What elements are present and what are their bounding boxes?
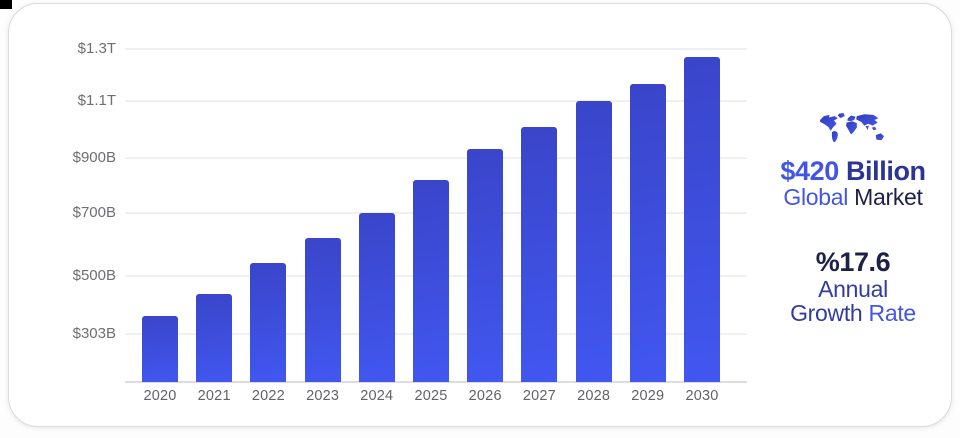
bar-2020	[142, 315, 178, 382]
x-label-2029: 2029	[631, 388, 665, 404]
text-segment: Billion	[845, 156, 926, 186]
bar-2030	[684, 56, 720, 382]
x-label-2026: 2026	[468, 388, 502, 404]
market-size-headline: $420 Billion	[755, 157, 951, 185]
x-label-2023: 2023	[306, 388, 340, 404]
text-segment: Global	[783, 184, 855, 211]
gridline-$1.3T	[125, 48, 747, 50]
spacer	[755, 210, 951, 248]
y-tick-label-$303B: $303B	[72, 325, 116, 342]
x-axis-line	[125, 381, 747, 383]
y-tick-label-$700B: $700B	[72, 204, 116, 221]
bar-2025	[413, 180, 449, 382]
bar-2028	[575, 101, 612, 382]
continent-africa	[846, 121, 857, 135]
bar-2022	[250, 263, 287, 382]
region-southeast-asia	[872, 126, 877, 131]
continent-europe	[847, 115, 856, 122]
x-label-2028: 2028	[577, 388, 611, 404]
bar-2024	[358, 213, 395, 382]
bar-2027	[521, 126, 558, 382]
continent-north-america	[820, 114, 838, 131]
continent-asia	[856, 114, 879, 126]
gridline-$900B	[125, 157, 747, 159]
map-continents	[820, 113, 885, 143]
text-segment: Annual	[818, 275, 888, 302]
y-tick-label-$1.3T: $1.3T	[77, 40, 116, 57]
x-label-2021: 2021	[197, 388, 231, 404]
bar-2029	[629, 84, 666, 382]
text-segment: %17.6	[815, 247, 891, 278]
gridline-$1.1T	[125, 100, 747, 102]
text-segment: Rate	[868, 300, 917, 327]
x-label-2022: 2022	[251, 388, 285, 404]
growth-rate-line2: Growth Rate	[755, 301, 951, 326]
world-map-icon	[820, 113, 885, 143]
x-label-2020: 2020	[143, 388, 177, 404]
continent-australia	[875, 133, 885, 141]
stats-panel: $420 Billion Global Market %17.6 Annual …	[755, 112, 951, 326]
y-tick-label-$900B: $900B	[72, 149, 116, 166]
x-label-2025: 2025	[414, 388, 448, 404]
text-segment: Market	[854, 184, 923, 211]
text-segment: Growth	[790, 300, 869, 327]
x-label-2024: 2024	[360, 388, 394, 404]
x-label-2030: 2030	[685, 388, 719, 404]
growth-rate-headline: %17.6	[755, 248, 951, 276]
screenshot-corner-artifact	[0, 0, 12, 9]
text-segment: $420	[780, 156, 846, 186]
continent-south-america	[831, 131, 838, 143]
y-tick-label-$500B: $500B	[72, 267, 116, 284]
bar-2026	[467, 149, 504, 382]
growth-rate-line1: Annual	[755, 275, 951, 302]
continent-greenland	[837, 113, 845, 119]
y-tick-label-$1.1T: $1.1T	[77, 92, 116, 109]
x-label-2027: 2027	[522, 388, 556, 404]
bar-2021	[196, 293, 233, 382]
market-size-subline: Global Market	[755, 185, 951, 210]
bar-2023	[304, 238, 341, 382]
region-india	[865, 125, 869, 131]
